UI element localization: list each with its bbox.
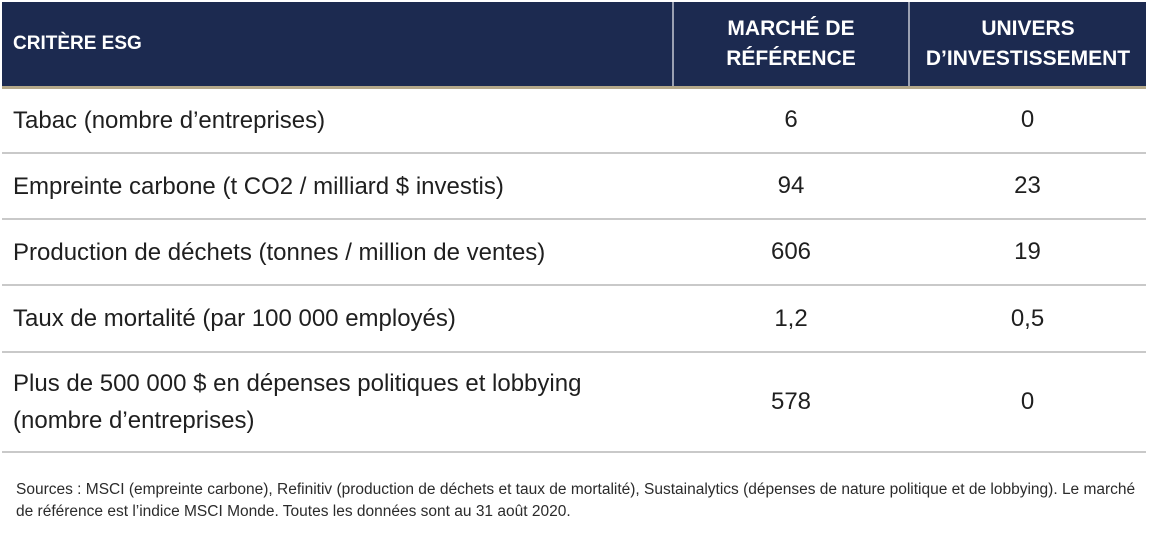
universe-value: 19 [909,219,1146,286]
benchmark-value: 6 [673,87,909,154]
esg-table: CRITÈRE ESG MARCHÉ DE RÉFÉRENCE UNIVERS … [2,2,1146,453]
criterion-cell: Taux de mortalité (par 100 000 employés) [2,285,673,353]
header-criterion: CRITÈRE ESG [2,2,673,89]
table-header: CRITÈRE ESG MARCHÉ DE RÉFÉRENCE UNIVERS … [2,2,1146,89]
header-benchmark: MARCHÉ DE RÉFÉRENCE [672,2,909,89]
table-row: Plus de 500 000 $ en dépenses politiques… [2,352,1146,453]
benchmark-value: 94 [673,153,909,220]
sources-footnote: Sources : MSCI (empreinte carbone), Refi… [16,481,1136,520]
header-row: CRITÈRE ESG MARCHÉ DE RÉFÉRENCE UNIVERS … [2,2,1146,89]
universe-value: 0 [909,87,1146,154]
criterion-cell: Empreinte carbone (t CO2 / milliard $ in… [2,153,673,220]
universe-value: 23 [909,153,1146,220]
header-universe: UNIVERS D’INVESTISSEMENT [908,2,1146,89]
table-row: Tabac (nombre d’entreprises) 6 0 [2,87,1146,154]
universe-value: 0,5 [909,285,1146,353]
esg-comparison-table: CRITÈRE ESG MARCHÉ DE RÉFÉRENCE UNIVERS … [2,2,1146,453]
benchmark-value: 578 [673,352,909,453]
criterion-cell: Production de déchets (tonnes / million … [2,219,673,286]
criterion-cell: Tabac (nombre d’entreprises) [2,87,673,154]
table-row: Production de déchets (tonnes / million … [2,219,1146,286]
universe-value: 0 [909,352,1146,453]
table-row: Taux de mortalité (par 100 000 employés)… [2,285,1146,353]
benchmark-value: 606 [673,219,909,286]
table-body: Tabac (nombre d’entreprises) 6 0 Emprein… [2,87,1146,453]
criterion-cell: Plus de 500 000 $ en dépenses politiques… [2,352,673,453]
table-row: Empreinte carbone (t CO2 / milliard $ in… [2,153,1146,220]
benchmark-value: 1,2 [673,285,909,353]
